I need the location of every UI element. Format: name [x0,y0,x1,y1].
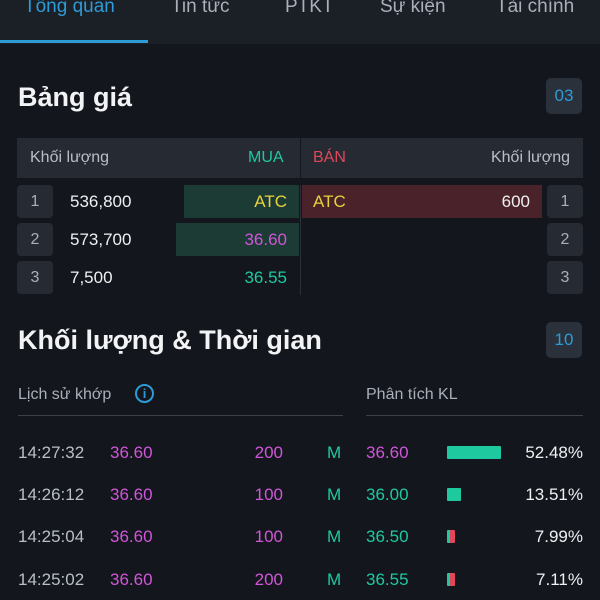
tab-bar: Tổng quan Tin tức PTKT Sự kiện Tài chính [0,0,600,44]
analysis-share-bar [447,530,455,543]
trade-volume: 200 [254,570,283,589]
header-divider [300,138,301,178]
level-label: 1 [547,185,583,218]
volume-time-title: Khối lượng & Thời gian [18,325,322,355]
active-tab-indicator [0,40,148,43]
trade-side: M [327,443,342,462]
match-history-label: Lịch sử khớp [18,386,112,403]
trade-side: M [327,570,342,589]
ask-volume-header: Khối lượng [490,149,570,166]
orderbook-row: 1 536,800 ATC ATC 600 1 [0,185,600,218]
trade-time: 14:27:32 [18,443,85,462]
analysis-share-bar [447,488,461,501]
bid-volume: 536,800 [70,192,132,211]
ask-header: BÁN [313,149,346,166]
tab-events[interactable]: Sự kiện [380,0,446,17]
analysis-percent: 13.51% [525,485,583,504]
bid-price: 36.60 [244,230,287,249]
history-divider [18,415,343,416]
trade-side: M [327,527,342,546]
level-label: 3 [547,261,583,294]
trade-volume: 100 [254,527,283,546]
orderbook-row: 2 573,700 36.60 2 [0,223,600,256]
analysis-price: 36.60 [366,443,409,462]
level-label: 1 [17,185,53,218]
level-label: 2 [547,223,583,256]
analysis-percent: 7.99% [534,527,583,546]
analysis-share-bar [447,446,501,459]
bid-price: 36.55 [244,268,287,287]
ask-volume: 600 [501,192,530,211]
analysis-price: 36.55 [366,570,409,589]
ask-volume-bar [302,185,542,218]
bid-volume-header: Khối lượng [30,149,110,166]
price-board-title: Bảng giá [18,82,133,112]
analysis-price: 36.50 [366,527,409,546]
analysis-price: 36.00 [366,485,409,504]
trade-price: 36.60 [110,527,153,546]
bid-volume-bar [176,223,299,256]
trade-time: 14:25:02 [18,570,85,589]
volume-time-count-button[interactable]: 10 [546,322,582,358]
trade-time: 14:25:04 [18,527,85,546]
orderbook-row: 3 7,500 36.55 3 [0,261,600,294]
tab-news[interactable]: Tin tức [171,0,230,17]
trade-volume: 100 [254,485,283,504]
analysis-percent: 52.48% [525,443,583,462]
tab-financials[interactable]: Tài chính [496,0,575,17]
level-label: 3 [17,261,53,294]
trade-price: 36.60 [110,443,153,462]
info-icon[interactable]: i [135,384,154,403]
volume-analysis-label: Phân tích KL [366,386,458,403]
analysis-percent: 7.11% [536,570,583,589]
tab-overview[interactable]: Tổng quan [24,0,115,17]
orderbook-divider [300,185,301,295]
price-board-depth-button[interactable]: 03 [546,78,582,114]
trade-price: 36.60 [110,485,153,504]
bid-header: MUA [248,149,284,166]
trade-side: M [327,485,342,504]
analysis-divider [366,415,583,416]
level-label: 2 [17,223,53,256]
bid-volume: 573,700 [70,230,132,249]
trade-time: 14:26:12 [18,485,85,504]
bid-volume-bar [184,185,299,218]
ask-price: ATC [313,192,346,211]
bid-volume: 7,500 [70,268,113,287]
trade-volume: 200 [254,443,283,462]
analysis-share-bar [447,573,455,586]
trade-price: 36.60 [110,570,153,589]
bid-price: ATC [254,192,287,211]
tab-technical[interactable]: PTKT [285,0,334,17]
